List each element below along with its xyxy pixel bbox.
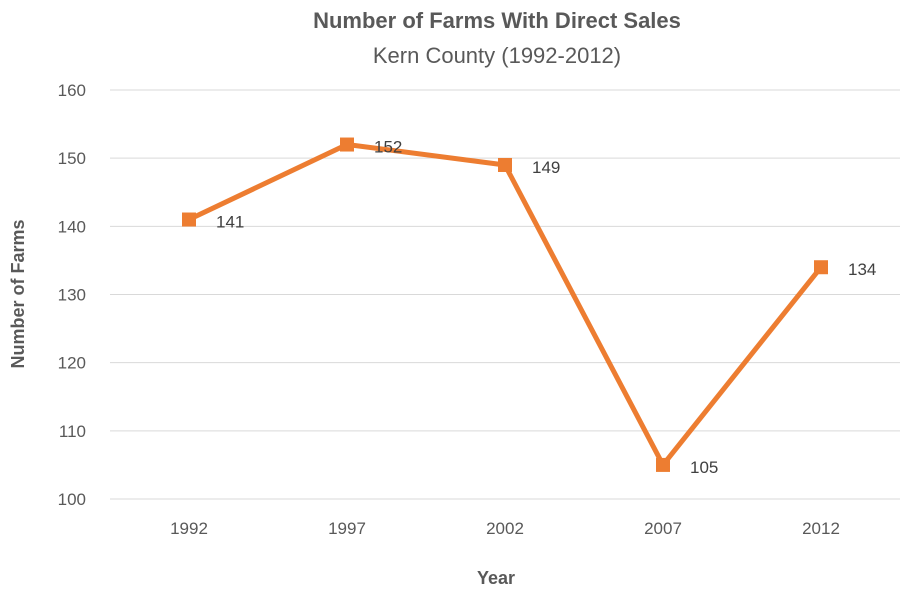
data-point-marker	[340, 137, 354, 152]
data-markers	[182, 137, 828, 472]
y-tick-label: 140	[58, 217, 86, 236]
x-tick-label: 1997	[328, 519, 366, 538]
data-label: 134	[848, 260, 876, 279]
data-point-marker	[814, 260, 828, 275]
y-axis-ticks: 100 110 120 130 140 150 160	[58, 81, 86, 509]
y-tick-label: 110	[59, 422, 86, 441]
gridlines	[110, 89, 900, 500]
chart-subtitle: Kern County (1992-2012)	[373, 43, 621, 68]
y-tick-label: 150	[58, 149, 86, 168]
data-label: 149	[532, 158, 560, 177]
x-axis-ticks: 1992 1997 2002 2007 2012	[170, 519, 840, 538]
x-tick-label: 2007	[644, 519, 682, 538]
data-point-marker	[498, 157, 512, 172]
x-tick-label: 2012	[802, 519, 840, 538]
y-tick-label: 130	[58, 286, 86, 305]
y-tick-label: 100	[58, 490, 86, 509]
data-label: 105	[690, 458, 718, 477]
data-labels: 141 152 149 105 134	[216, 138, 876, 477]
chart-title: Number of Farms With Direct Sales	[313, 8, 681, 33]
data-label: 152	[374, 138, 402, 157]
data-label: 141	[216, 213, 244, 232]
data-point-marker	[182, 212, 196, 227]
x-tick-label: 1992	[170, 519, 208, 538]
y-tick-label: 160	[58, 81, 86, 100]
y-axis-title: Number of Farms	[8, 219, 28, 368]
data-point-marker	[656, 457, 670, 472]
x-axis-title: Year	[477, 568, 515, 588]
series-line	[186, 142, 824, 468]
x-tick-label: 2002	[486, 519, 524, 538]
y-tick-label: 120	[58, 354, 86, 373]
